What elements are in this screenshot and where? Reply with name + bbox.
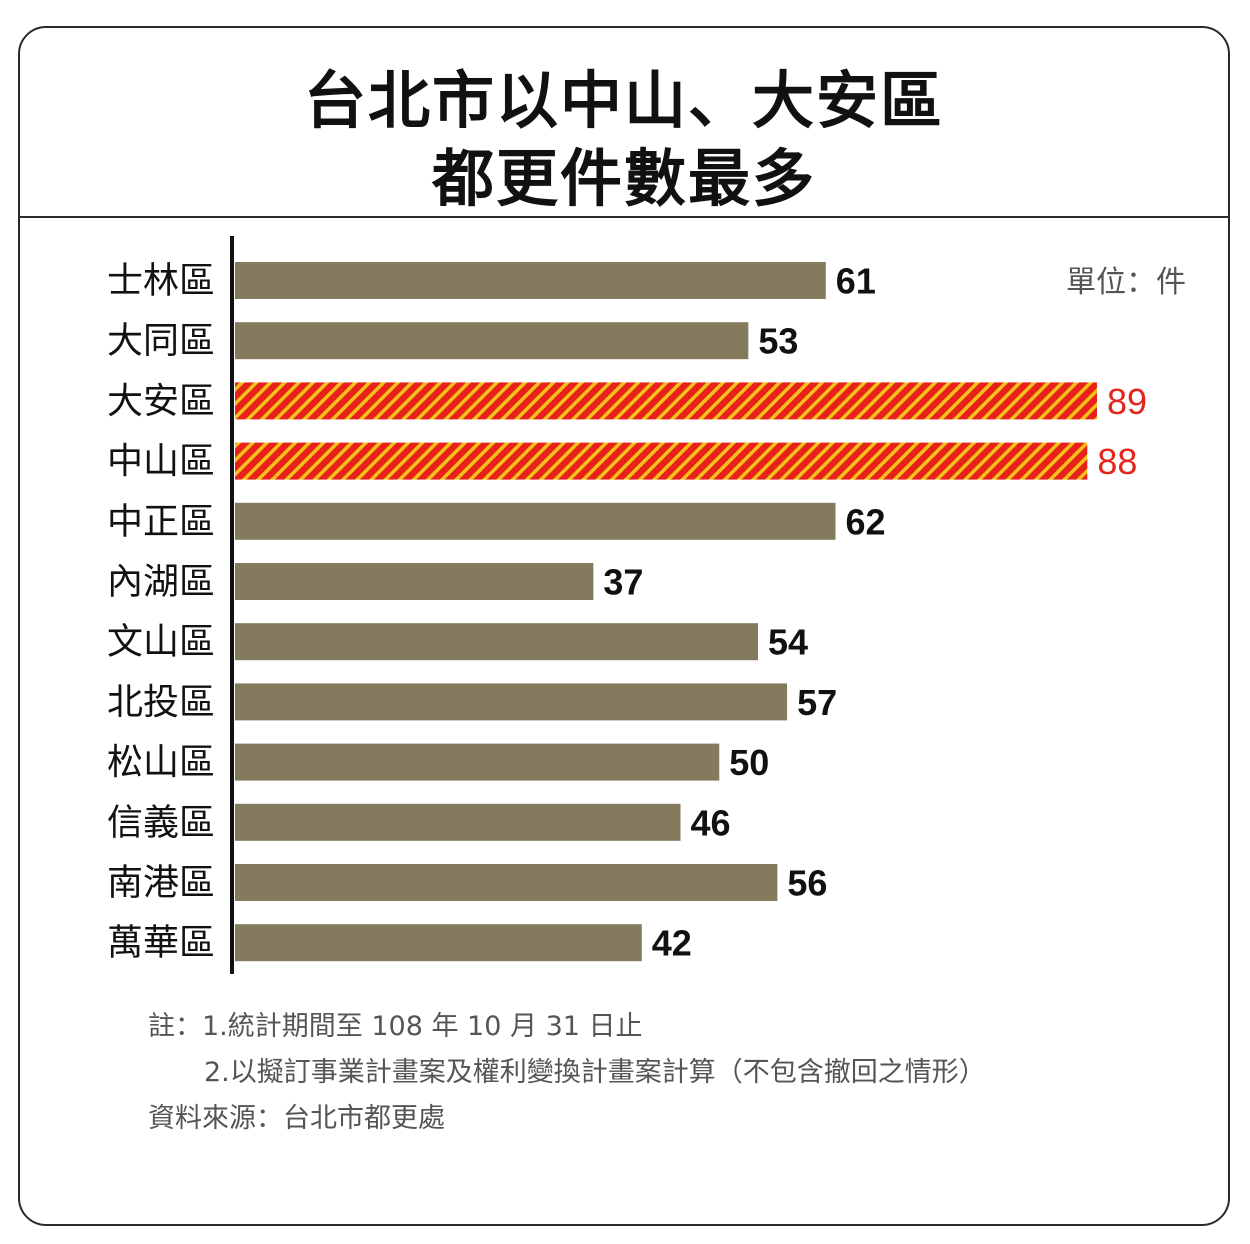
bar (235, 743, 720, 781)
category-label: 中山區 (107, 441, 215, 482)
category-label: 南港區 (107, 863, 215, 904)
data-label: 42 (652, 923, 692, 964)
title-block: 台北市以中山、大安區 都更件數最多 (20, 28, 1228, 216)
data-label: 50 (729, 742, 769, 783)
bar (235, 442, 1088, 480)
bar (235, 502, 836, 540)
bar (235, 623, 759, 661)
data-label: 61 (836, 261, 876, 302)
bar (235, 563, 594, 600)
bar (235, 803, 681, 841)
data-label: 88 (1097, 441, 1137, 482)
bar (235, 322, 749, 360)
bars-layer: 士林區 61 大同區 53 大安區 89 中山區 88 中正區 62 內湖區 37 文山區 54 北投區 57… (107, 261, 1147, 964)
category-label: 內湖區 (107, 562, 215, 603)
bar (235, 262, 826, 299)
data-label: 56 (787, 863, 827, 904)
note-line-1: 註：1.統計期間至 108 年 10 月 31 日止 (148, 1011, 643, 1042)
bar (235, 382, 1097, 420)
category-label: 信義區 (107, 802, 215, 843)
category-label: 大同區 (107, 321, 215, 362)
data-label: 89 (1107, 381, 1147, 422)
data-label: 37 (603, 562, 643, 603)
bar (235, 924, 642, 962)
category-label: 中正區 (107, 501, 215, 542)
category-label: 士林區 (107, 261, 215, 302)
unit-label: 單位：件 (1066, 265, 1186, 300)
category-label: 北投區 (107, 682, 215, 723)
bar (235, 683, 788, 721)
category-label: 大安區 (107, 381, 215, 422)
data-label: 57 (797, 682, 837, 723)
category-label: 萬華區 (107, 923, 215, 964)
data-label: 46 (691, 802, 731, 843)
chart-title-line-1: 台北市以中山、大安區 (303, 64, 944, 137)
category-label: 松山區 (107, 742, 215, 783)
source-line: 資料來源：台北市都更處 (148, 1103, 445, 1134)
title-divider (20, 216, 1228, 218)
data-label: 54 (768, 622, 808, 663)
data-label: 62 (845, 501, 885, 542)
data-label: 53 (758, 321, 798, 362)
notes-block: 註：1.統計期間至 108 年 10 月 31 日止 2.以擬訂事業計畫案及權利… (148, 1004, 986, 1142)
category-label: 文山區 (107, 622, 215, 663)
chart-title-line-2: 都更件數最多 (431, 142, 816, 215)
bar (235, 864, 778, 901)
note-line-2: 2.以擬訂事業計畫案及權利變換計畫案計算（不包含撤回之情形） (204, 1057, 986, 1088)
